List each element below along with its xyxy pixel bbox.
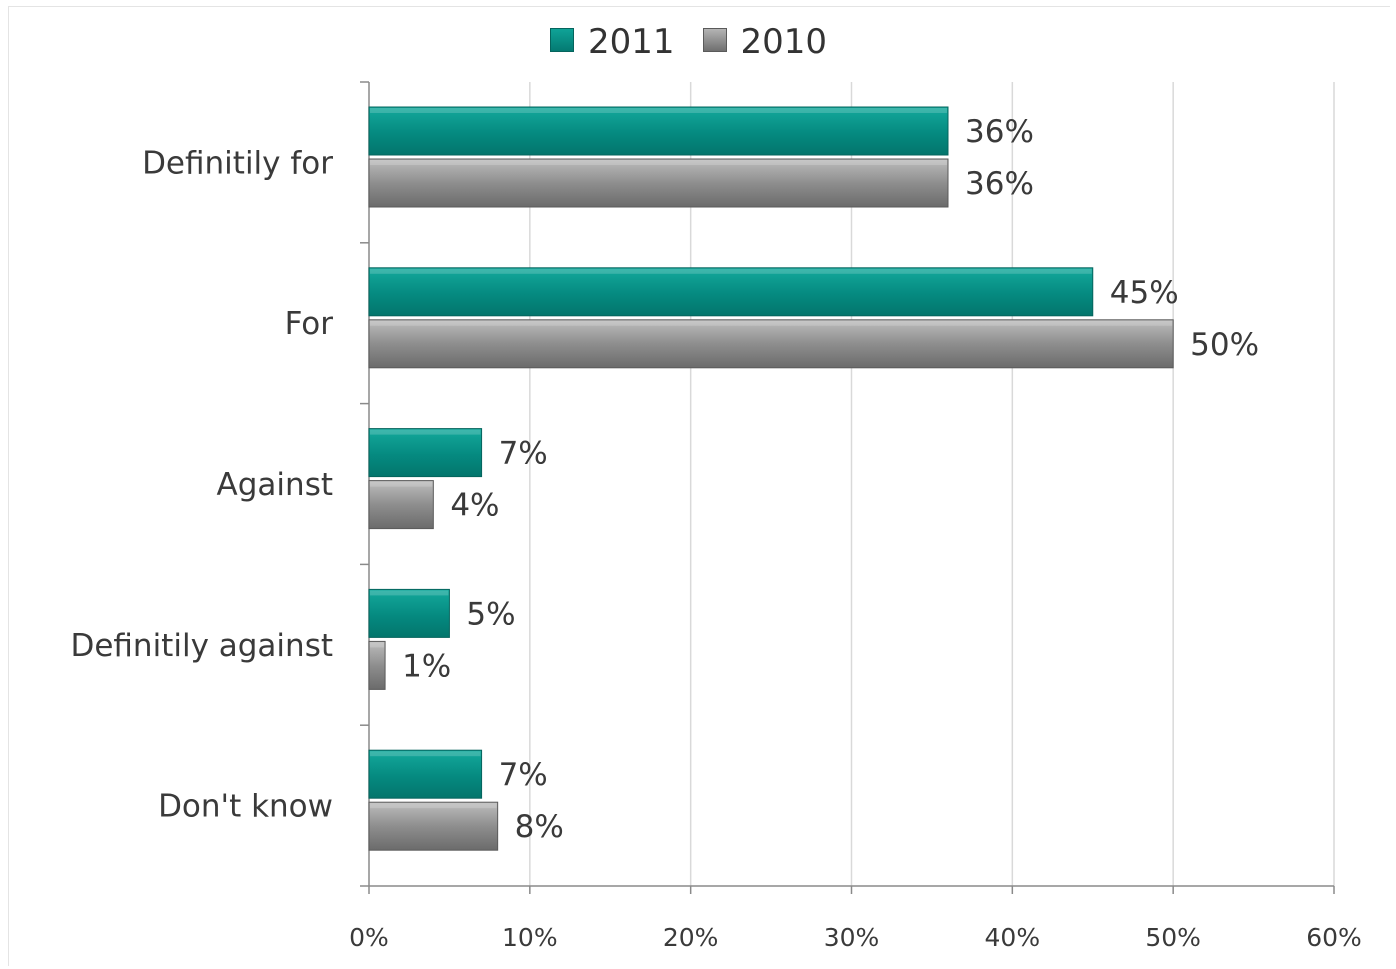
legend-label-2010: 2010 (740, 22, 828, 62)
bar-highlight (370, 268, 1092, 274)
x-tick-label: 50% (1145, 923, 1201, 952)
data-label-2011-4: 7% (499, 757, 548, 793)
bar-2011-1 (368, 267, 1094, 317)
data-label-2011-3: 5% (466, 596, 515, 632)
category-label: Definitily for (142, 145, 333, 181)
legend-label-2011: 2011 (588, 22, 675, 62)
bar-2010-4 (368, 801, 499, 851)
data-label-2011-2: 7% (499, 436, 548, 472)
bar-highlight (370, 481, 433, 487)
category-label: Definitily against (70, 628, 333, 664)
data-label-2010-3: 1% (402, 648, 451, 684)
bar-highlight (370, 320, 1173, 326)
data-label-2010-4: 8% (515, 809, 564, 845)
bar-highlight (370, 751, 481, 757)
bar-2011-3 (368, 588, 450, 638)
data-label-2010-2: 4% (450, 488, 499, 524)
labels: 0% 10% 20% 30% 40% 50% 60% Definitily for 36% 36%… (70, 114, 1361, 952)
category-label: For (285, 306, 334, 342)
data-label-2011-0: 36% (965, 114, 1034, 150)
x-tick-label: 20% (663, 923, 719, 952)
bar-highlight (370, 108, 947, 113)
x-tick-label: 0% (349, 923, 389, 952)
data-label-2010-1: 50% (1190, 327, 1259, 363)
legend: 2011 2010 (550, 22, 827, 62)
category-label: Against (217, 467, 333, 503)
legend-item-2010: 2010 (702, 22, 828, 62)
data-label-2010-0: 36% (965, 166, 1034, 202)
bar-2010-0 (368, 158, 949, 208)
bar-2011-4 (368, 749, 483, 799)
data-label-2011-1: 45% (1110, 275, 1179, 311)
bar-2011-2 (368, 428, 483, 478)
gridlines (529, 82, 1335, 886)
legend-swatch-2010 (702, 28, 727, 52)
bar-2011-0 (368, 106, 949, 156)
bar-highlight (370, 642, 385, 648)
bar-2010-2 (368, 480, 434, 530)
bars (368, 106, 1174, 851)
category-label: Don't know (158, 789, 333, 825)
legend-swatch-2011 (550, 28, 574, 52)
chart-frame (8, 6, 1390, 966)
x-tick-label: 10% (502, 923, 558, 952)
bar-2010-3 (368, 640, 386, 690)
x-tick-label: 60% (1306, 923, 1362, 952)
bar-2010-1 (368, 319, 1174, 369)
bar-highlight (370, 803, 497, 809)
x-tick-label: 30% (824, 923, 880, 952)
bar-highlight (370, 160, 947, 165)
bar-highlight (370, 429, 481, 435)
legend-item-2011: 2011 (550, 22, 675, 62)
x-tick-label: 40% (985, 923, 1041, 952)
bar-highlight (370, 590, 449, 596)
